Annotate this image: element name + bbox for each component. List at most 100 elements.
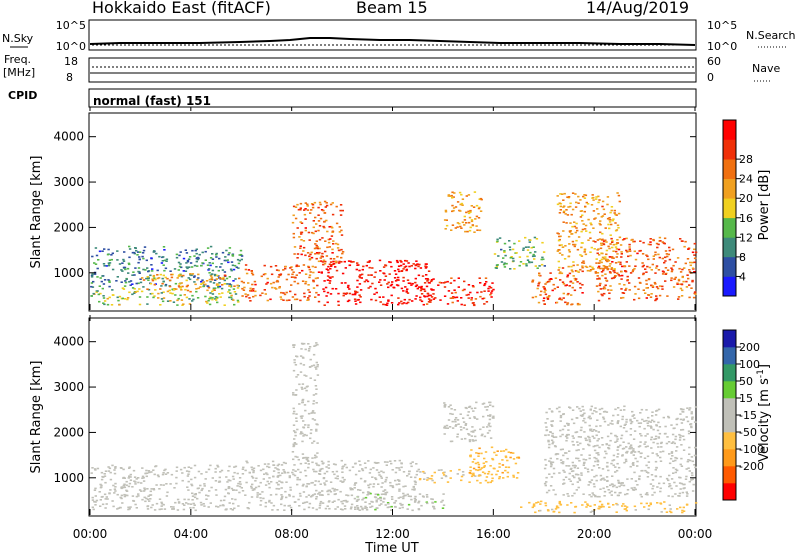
heatmap-cell	[223, 304, 226, 306]
heatmap-cell	[487, 287, 490, 290]
heatmap-cell	[315, 342, 318, 344]
heatmap-cell	[106, 303, 110, 306]
heatmap-cell	[596, 495, 599, 498]
heatmap-cell	[414, 267, 417, 270]
heatmap-cell	[340, 229, 343, 232]
heatmap-cell	[622, 441, 625, 443]
heatmap-cell	[622, 427, 626, 429]
heatmap-cell	[307, 424, 310, 426]
heatmap-cell	[315, 368, 318, 370]
heatmap-cell	[462, 417, 465, 419]
heatmap-cell	[661, 285, 664, 288]
heatmap-cell	[576, 303, 580, 306]
heatmap-cell	[573, 476, 576, 479]
heatmap-cell	[385, 476, 388, 479]
heatmap-cell	[462, 427, 466, 429]
heatmap-cell	[191, 492, 194, 495]
heatmap-cell	[279, 273, 283, 275]
heatmap-cell	[401, 302, 404, 305]
heatmap-cell	[444, 210, 448, 213]
heatmap-cell	[449, 412, 452, 415]
heatmap-cell	[640, 502, 643, 505]
heatmap-cell	[403, 298, 406, 301]
heatmap-cell	[615, 440, 619, 442]
heatmap-cell	[590, 495, 593, 498]
heatmap-cell	[651, 419, 654, 422]
heatmap-cell	[202, 285, 205, 288]
heatmap-cell	[498, 476, 501, 478]
heatmap-cell	[305, 485, 308, 488]
heatmap-cell	[317, 271, 321, 273]
heatmap-cell	[685, 416, 688, 418]
heatmap-cell	[279, 474, 282, 477]
heatmap-cell	[517, 457, 521, 459]
heatmap-cell	[213, 274, 217, 277]
heatmap-cell	[576, 302, 580, 305]
heatmap-cell	[228, 502, 231, 504]
heatmap-cell	[594, 495, 597, 498]
heatmap-cell	[358, 509, 361, 511]
heatmap-cell	[211, 278, 214, 281]
heatmap-cell	[444, 228, 447, 230]
heatmap-cell	[426, 477, 429, 479]
heatmap-cell	[301, 356, 305, 359]
heatmap-cell	[670, 277, 673, 279]
heatmap-cell	[390, 462, 393, 465]
heatmap-cell	[460, 303, 463, 306]
heatmap-cell	[626, 279, 629, 281]
heatmap-cell	[290, 276, 294, 278]
heatmap-cell	[182, 257, 186, 260]
heatmap-cell	[687, 467, 690, 469]
heatmap-cell	[329, 257, 333, 260]
heatmap-cell	[501, 471, 504, 474]
heatmap-cell	[575, 457, 578, 460]
heatmap-cell	[230, 487, 234, 490]
heatmap-cell	[404, 485, 407, 487]
heatmap-cell	[292, 232, 295, 235]
heatmap-cell	[410, 498, 413, 501]
heatmap-cell	[186, 486, 189, 488]
heatmap-cell	[489, 414, 492, 416]
heatmap-cell	[579, 268, 582, 271]
heatmap-cell	[284, 490, 287, 493]
heatmap-cell	[308, 295, 311, 297]
heatmap-cell	[455, 296, 459, 299]
heatmap-cell	[426, 278, 429, 280]
heatmap-cell	[605, 476, 609, 478]
heatmap-cell	[423, 290, 427, 292]
heatmap-cell	[639, 433, 642, 435]
heatmap-cell	[217, 285, 220, 288]
heatmap-cell	[123, 266, 127, 269]
heatmap-cell	[138, 489, 142, 491]
heatmap-cell	[149, 274, 152, 277]
heatmap-cell	[214, 489, 218, 491]
heatmap-cell	[120, 487, 123, 490]
heatmap-cell	[552, 283, 555, 286]
heatmap-cell	[580, 472, 583, 474]
heatmap-cell	[204, 259, 207, 261]
heatmap-cell	[292, 424, 296, 426]
heatmap-cell	[621, 454, 624, 456]
heatmap-cell	[289, 486, 292, 489]
heatmap-cell	[625, 261, 628, 263]
heatmap-cell	[558, 249, 561, 251]
heatmap-cell	[367, 492, 370, 495]
heatmap-cell	[537, 501, 540, 503]
heatmap-cell	[610, 223, 613, 226]
heatmap-cell	[643, 443, 646, 445]
heatmap-cell	[559, 448, 563, 451]
heatmap-cell	[674, 471, 677, 474]
heatmap-cell	[304, 462, 307, 464]
heatmap-cell	[359, 289, 363, 291]
heatmap-cell	[190, 274, 193, 277]
heatmap-cell	[610, 237, 613, 240]
heatmap-cell	[616, 438, 619, 440]
heatmap-cell	[297, 458, 300, 461]
heatmap-cell	[294, 293, 297, 296]
heatmap-cell	[176, 277, 179, 279]
heatmap-cell	[343, 260, 346, 263]
heatmap-cell	[644, 493, 648, 496]
heatmap-cell	[95, 499, 99, 502]
heatmap-cell	[429, 299, 432, 302]
heatmap-cell	[91, 467, 94, 469]
